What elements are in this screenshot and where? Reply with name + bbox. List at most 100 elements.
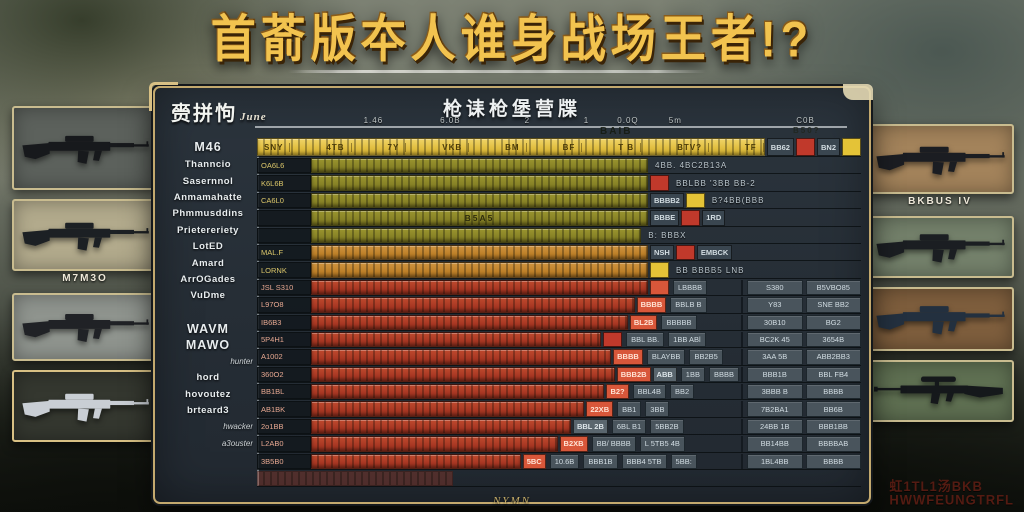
value-chip: BBB2B: [616, 366, 651, 383]
value-chip: [681, 210, 701, 226]
data-cell: 5BB:: [670, 453, 697, 470]
page-title: 首萮版夲人谁身战场王者!?: [210, 10, 814, 68]
bar-segment: BM: [499, 142, 527, 152]
weapon-card: BKBUS IV: [866, 124, 1014, 207]
data-cell: BBB4 5TB: [621, 453, 667, 470]
bar-zone: [257, 471, 861, 487]
value-chip: BBL 2B: [572, 418, 608, 435]
stat-bar: [311, 262, 648, 278]
data-cell: BB1: [617, 401, 642, 417]
value-chip: B2?: [606, 384, 629, 400]
data-cell: BG2: [805, 314, 861, 330]
row-label: hord: [196, 372, 220, 384]
value-chip: BBBB: [636, 297, 667, 313]
bar-zone: B2XB BB/ BBBB L 5TB5 4B BB14BB BBBBAB: [311, 436, 861, 452]
value-chip: BBBB: [613, 349, 643, 365]
axis-tick-label: 6.0B: [440, 116, 461, 125]
value-chip: B2XB: [559, 436, 588, 452]
row-label: MAWO: [185, 337, 231, 352]
data-cell: 7B2BA1: [747, 401, 803, 417]
weapon-card: [866, 216, 1014, 278]
right-cells: BC2K 45 3654B: [741, 331, 861, 348]
corner-label-text: 赍拼怐: [171, 103, 237, 125]
data-cell: 5BB2B: [650, 418, 684, 435]
stat-bar: [311, 244, 648, 261]
right-cells: BBB1B BBL FB4: [741, 366, 861, 383]
assault-rifle-icon: [876, 234, 1005, 263]
row-label: Phmmusddins: [172, 208, 244, 220]
data-cell: BB14BB: [747, 436, 803, 452]
value-chip: BL2B: [629, 314, 658, 330]
stat-bar: [311, 418, 571, 435]
row-label: Amard: [191, 257, 225, 269]
row-label: Sasernnol: [182, 175, 234, 187]
data-cell: BB2: [669, 384, 695, 400]
data-cell: BBB1B: [747, 366, 803, 383]
row-value: [257, 227, 311, 243]
table-row: 5P4H1 BBL BB. 1BB ABl BC2K 45 3654B: [257, 331, 861, 349]
panel-title: 枪诔枪堡营牒: [442, 99, 581, 120]
row-label: Prietereriety: [177, 224, 239, 236]
bar-zone: BBB2B ABB 1BB BBBB BBB1B BBL FB4: [311, 366, 861, 383]
data-cell: SNE BB2: [805, 297, 861, 313]
right-cells: 7B2BA1 BB6B: [741, 401, 861, 417]
sniper-rifle-icon: [873, 376, 1003, 405]
bar-segment: T B: [612, 142, 642, 152]
bar-zone: 4BB. 4BC2B13A: [311, 158, 861, 174]
stat-bar: [311, 279, 648, 296]
data-cell: 1BB ABl: [668, 331, 706, 348]
data-cell: 3654B: [805, 331, 861, 348]
data-cell: BBB1BB: [805, 418, 861, 435]
data-cell: BBL BB.: [626, 331, 665, 348]
row-value: A1002: [257, 349, 311, 365]
table-row: MAL.F NSH EMBCK: [257, 244, 861, 262]
table-row: 3B5B0 5BC 10.6B BBB1B BBB4 5TB 5BB: 1BL4BB BBBB: [257, 453, 861, 471]
row-value: K6L6B: [257, 175, 311, 191]
assault-rifle-icon: [22, 222, 149, 251]
weapon-card-frame: [12, 106, 158, 190]
stat-bar: [311, 401, 585, 417]
table-row: SNY 4TB 7Y VKB BM BF T B BTV? TF BB62 BN2: [257, 138, 861, 157]
weapon-card: [12, 106, 158, 190]
stat-bar: [311, 349, 612, 365]
data-cell: BBLB B: [670, 297, 707, 313]
weapon-card-frame: [12, 199, 158, 271]
table-row: OA6L6 4BB. 4BC2B13A: [257, 158, 861, 175]
bar-zone: BBL BB. 1BB ABl BC2K 45 3654B: [311, 331, 861, 348]
assault-rifle-icon: [22, 393, 149, 422]
stat-bar: [311, 453, 521, 470]
bar-zone: B: BBBX: [311, 227, 861, 243]
value-chip: BBBE: [650, 210, 680, 226]
data-cell: BBBB: [805, 384, 861, 400]
bar-zone: 22XB BB1 3BB 7B2BA1 BB6B: [311, 401, 861, 417]
bar-segment: 7Y: [382, 142, 407, 152]
row-label: LotED: [192, 241, 224, 253]
bar-segment: VKB: [436, 142, 470, 152]
value-chip: EMBCK: [696, 244, 733, 261]
row-label: Anmamahatte: [173, 191, 243, 203]
bar-zone: B5A5 BBBE 1RD: [311, 210, 861, 226]
main-title-area: 首萮版夲人谁身战场王者!?: [0, 2, 1024, 67]
row-value: OA6L6: [257, 158, 311, 174]
weapon-card-frame: [12, 370, 158, 442]
value-chip: NSH: [650, 244, 674, 261]
corner-script-text: June: [240, 111, 267, 123]
data-cell: ABB2BB3: [805, 349, 861, 365]
assault-rifle-icon: [876, 146, 1005, 175]
stat-bar: [257, 471, 454, 487]
row-label: Thanncio: [184, 159, 232, 171]
weapon-card: [866, 287, 1014, 351]
bar-zone: BBBB BLAYBB BB2B5 3AA 5B ABB2BB3: [311, 349, 861, 365]
value-chip: 5BC: [522, 453, 546, 470]
assault-rifle-icon: [876, 306, 1005, 335]
value-chip: [685, 192, 705, 209]
bar-zone: BBBB2 B?4BB(BBB: [311, 192, 861, 209]
value-chip: ABB: [652, 366, 677, 383]
row-label-column: M46 Thanncio Sasernnol Anmamahatte Phmmusddi…: [163, 138, 259, 486]
stat-bar: [311, 227, 642, 243]
row-value: 360O2: [257, 366, 311, 383]
row-label: VuDme: [190, 290, 226, 302]
right-cells: 24BB 1B BBB1BB: [741, 418, 861, 435]
weapon-card: [12, 370, 158, 442]
value-chip: 22XB: [586, 401, 614, 417]
